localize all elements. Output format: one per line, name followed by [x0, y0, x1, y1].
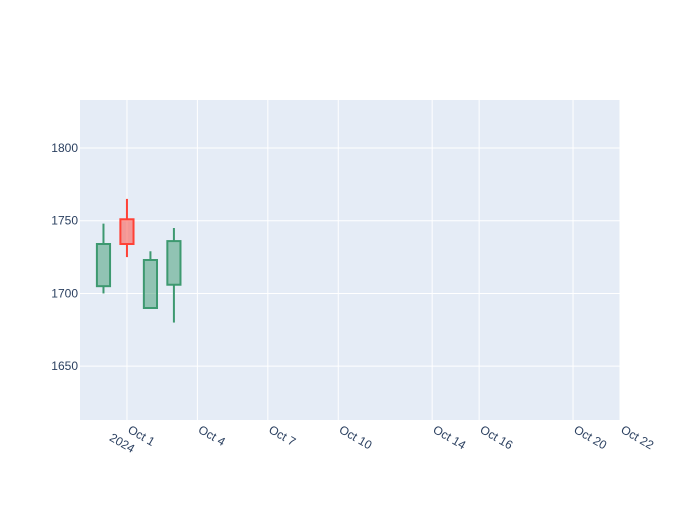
- candle: [166, 228, 182, 323]
- candle: [95, 223, 112, 294]
- y-tick-label: 1750: [51, 214, 78, 228]
- candle-body: [119, 218, 135, 245]
- candles-layer: [95, 198, 182, 323]
- candle: [119, 198, 135, 258]
- y-tick-label: 1650: [51, 359, 78, 373]
- candle: [142, 251, 159, 309]
- y-tick-label: 1700: [51, 286, 78, 300]
- y-tick-label: 1800: [51, 141, 78, 155]
- candle-body: [142, 259, 159, 309]
- candle-body: [166, 240, 182, 286]
- candle-body: [95, 243, 112, 288]
